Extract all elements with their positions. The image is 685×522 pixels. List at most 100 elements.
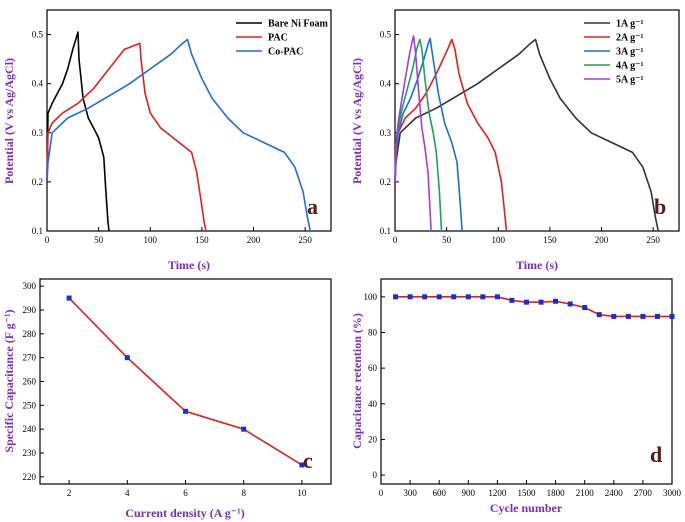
panel-c-y-tick-label: 300 [23,281,37,291]
panel-c-data-point [299,462,305,468]
panel-d-x-tick-label: 1500 [518,488,537,498]
panel-b-x-tick-label: 100 [492,235,506,245]
panel-b-series-line-1 [394,38,660,232]
panel-b: 0 50 100 150 200 250 0.1 0.2 0.3 0.4 0.5 1A g⁻¹ 2A … [350,9,680,272]
panel-c-y-label: Specific Capacitance (F g⁻¹) [2,309,16,452]
panel-c-x-tick-label: 10 [297,488,307,498]
panel-d-letter: d [650,442,662,467]
panel-c: 2 4 6 8 10 220 230 240 250 260 270 280 290 300 Curren… [2,278,332,520]
panel-d-y-tick-label: 0 [373,470,378,480]
panel-a-series-line-2 [46,42,207,232]
panel-d-data-point [407,294,413,300]
panel-d: 0 300 600 900 1200 1500 1800 2100 2400 2700 3000 0 2… [350,278,682,515]
panel-d-y-tick-label: 40 [368,399,378,409]
panel-a-legend-label: Bare Ni Foam [268,19,328,30]
panel-a-x-tick-label: 0 [45,235,50,245]
panel-b-series-line-3 [394,37,463,232]
panel-a-y-tick-label: 0.4 [32,79,44,89]
panel-c-frame [39,278,332,485]
panel-a-frame [46,9,332,232]
panel-b-legend-label: 4A g⁻¹ [616,61,643,72]
panel-d-y-tick-label: 20 [368,434,378,444]
panel-c-y-tick-label: 220 [23,472,37,482]
panel-b-legend-label: 5A g⁻¹ [616,75,643,86]
panel-b-y-tick-label: 0.4 [380,79,392,89]
panel-d-series-line-1 [395,295,672,318]
panel-b-series-line-2 [394,38,508,232]
panel-d-data-point [654,313,660,319]
panel-d-data-point [669,313,675,319]
panel-d-y-tick-label: 80 [368,327,378,337]
panel-b-x-tick-label: 250 [646,235,660,245]
panel-c-y-tick-label: 240 [23,424,37,434]
panel-a-x-label: Time (s) [168,258,210,272]
panel-d-data-point [436,294,442,300]
panel-d-x-tick-label: 600 [432,488,446,498]
panel-b-x-label: Time (s) [516,258,558,272]
panel-a-series-line-1 [46,31,110,232]
panel-c-x-tick-label: 2 [67,488,72,498]
panel-b-x-tick-label: 200 [595,235,609,245]
panel-b-y-tick-label: 0.5 [380,30,392,40]
panel-c-data-point [66,295,72,301]
panel-d-x-tick-label: 900 [462,488,476,498]
panel-d-x-tick-label: 1800 [547,488,566,498]
panel-b-x-tick-label: 150 [543,235,557,245]
panel-d-data-point [553,298,559,304]
panel-c-y-tick-label: 250 [23,400,37,410]
panel-d-y-tick-label: 100 [364,292,378,302]
panel-d-data-point [393,294,399,300]
panel-a-x-tick-label: 150 [195,235,209,245]
panel-c-data-point [124,355,130,361]
panel-b-legend-label: 1A g⁻¹ [616,19,643,30]
panel-c-x-tick-label: 4 [125,488,130,498]
panel-d-data-point [640,313,646,319]
panel-a-x-tick-label: 50 [94,235,104,245]
panel-d-y-label: Capacitance retention (%) [350,313,364,449]
panel-d-data-point [465,294,471,300]
panel-b-series-line-4 [394,38,443,232]
panel-c-data-point [183,408,188,414]
panel-c-y-tick-label: 280 [23,329,37,339]
panel-d-data-point [582,305,588,311]
panel-d-data-point [538,299,544,305]
panel-c-x-tick-label: 6 [183,488,188,498]
panel-a-series-line-3 [46,38,312,232]
panel-d-data-point [451,294,457,300]
panel-a-x-tick-label: 250 [298,235,312,245]
panel-d-data-point [524,299,529,305]
panel-d-frame [380,278,673,485]
panel-a-legend-label: PAC [268,33,288,44]
panel-a: 0 50 100 150 200 250 0.1 0.2 0.3 0.4 0.5 Bare Ni F… [2,9,332,272]
panel-d-x-tick-label: 300 [403,488,417,498]
panel-b-frame [394,9,680,232]
panel-d-data-point [422,294,428,300]
panel-a-y-label: Potential (V vs Ag/AgCl) [2,58,16,184]
panel-b-series-line-5 [394,35,432,232]
panel-c-x-label: Current density (A g⁻¹) [125,506,244,520]
panel-c-letter: c [303,448,313,473]
panel-b-x-tick-label: 0 [393,235,398,245]
panel-c-x-tick-label: 8 [241,488,246,498]
panel-a-y-tick-label: 0.3 [32,128,44,138]
panel-d-data-point [625,313,631,319]
panel-a-y-tick-label: 0.1 [32,226,43,236]
panel-c-y-tick-label: 290 [23,305,37,315]
panel-c-y-tick-label: 260 [23,377,37,387]
panel-b-y-tick-label: 0.2 [380,177,391,187]
panel-b-legend: 1A g⁻¹ 2A g⁻¹ 3A g⁻¹ 4A g⁻¹ 5A g⁻¹ [584,19,643,86]
panel-d-x-tick-label: 1200 [488,488,507,498]
panel-d-data-point [596,312,602,318]
panel-c-series-line-1 [68,297,303,466]
panel-a-y-tick-label: 0.2 [32,177,43,187]
panel-d-data-point [611,313,617,319]
panel-d-data-point [494,294,500,300]
panel-d-y-tick-label: 60 [368,363,378,373]
panel-d-x-label: Cycle number [490,501,563,515]
panel-d-data-point [480,294,486,300]
panel-c-data-point [241,426,247,432]
panel-c-y-tick-label: 270 [23,353,37,363]
panel-b-letter: b [654,194,666,219]
panel-d-x-tick-label: 2700 [634,488,653,498]
